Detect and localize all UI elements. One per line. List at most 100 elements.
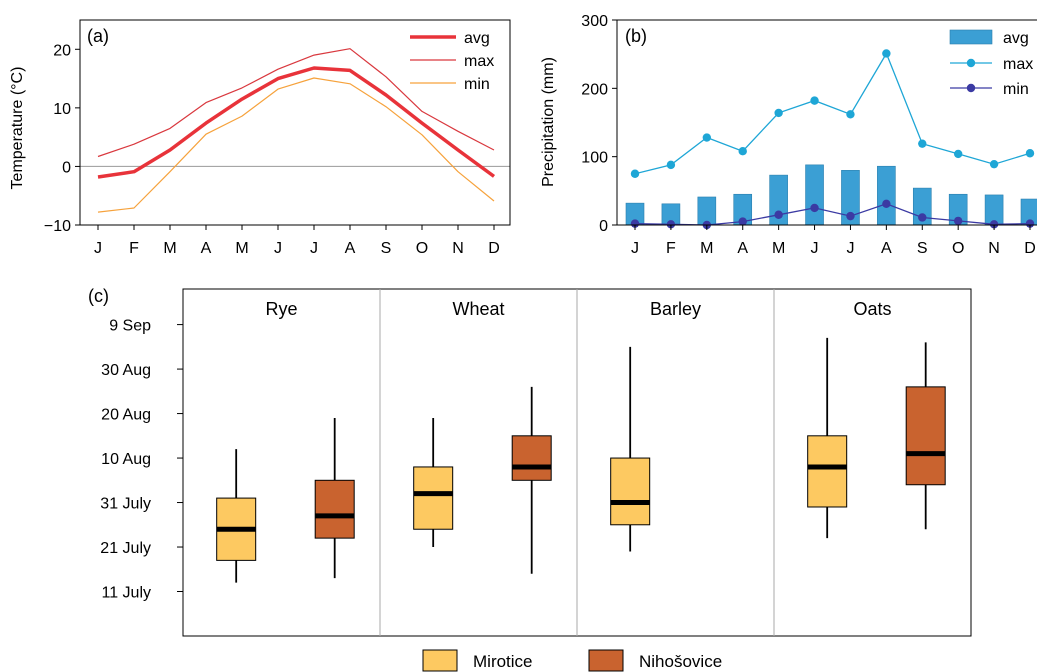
y-tick-label: 9 Sep [109, 318, 151, 335]
box-body [905, 386, 946, 486]
legend-label-min: min [1003, 81, 1029, 98]
panel-b-legend: avg max min [949, 29, 1033, 98]
point-max [882, 49, 891, 58]
x-tick-label: J [274, 240, 282, 257]
panel-a-temperature: (a) Temperature (°C) −10 0 10 20 J F M A M J J A S O N… [9, 19, 511, 257]
panel-c-boxes [216, 337, 946, 583]
point-max [630, 169, 640, 178]
panel-b-axes: 0 100 200 300 J F M A M J J A S O N D [581, 13, 1037, 257]
panel-c-legend: Mirotice Nihošovice [422, 649, 722, 672]
box-Mirotice [413, 418, 454, 548]
y-tick-label: 10 [53, 101, 71, 118]
x-tick-label: J [846, 240, 854, 257]
box-Mirotice [610, 346, 651, 552]
y-tick-label: 21 July [100, 540, 151, 557]
series-line-min [97, 77, 495, 213]
point-max [666, 160, 676, 170]
y-tick-label: 100 [581, 150, 608, 167]
point-max [774, 108, 783, 118]
legend-swatch-avg [949, 29, 993, 45]
panel-c-axes: 11 July 21 July 31 July 10 Aug 20 Aug 30 Aug 9… [100, 318, 183, 602]
series-line-min [634, 203, 1031, 226]
box-Nihošovice [511, 386, 552, 574]
x-tick-label: F [129, 240, 139, 257]
point-max [953, 149, 963, 159]
legend-label-Nihošovice: Nihošovice [639, 652, 722, 671]
y-tick-label: 31 July [100, 496, 151, 513]
x-tick-label: M [700, 240, 713, 257]
legend-label-avg: avg [1003, 30, 1029, 47]
box-body [314, 479, 355, 539]
x-tick-label: A [881, 240, 892, 257]
panel-b-label: (b) [625, 26, 647, 46]
x-tick-label: M [235, 240, 248, 257]
panel-b-y-axis-label: Precipitation (mm) [540, 57, 557, 187]
box-Mirotice [807, 337, 848, 539]
y-tick-label: 11 July [101, 585, 151, 602]
bar-avg [697, 196, 717, 226]
y-tick-label: 10 Aug [101, 451, 151, 468]
point-max [846, 110, 855, 119]
legend-label-avg: avg [464, 30, 490, 47]
x-tick-label: A [201, 240, 212, 257]
point-max [1025, 149, 1035, 158]
x-tick-label: S [917, 240, 928, 257]
panel-b-precipitation: (b) Precipitation (mm) 0 100 200 300 J F M A M J J… [540, 13, 1037, 257]
bar-avg [877, 165, 896, 226]
plot-frame [79, 19, 511, 226]
y-tick-label: 0 [62, 159, 71, 176]
x-tick-label: J [631, 240, 639, 257]
group-label: Rye [265, 299, 297, 319]
y-tick-label: 30 Aug [101, 362, 151, 379]
point-min [918, 213, 927, 222]
panel-b-series [630, 49, 1035, 230]
panel-a-axes: −10 0 10 20 J F M A M J J A S O N D [44, 19, 511, 257]
box-body [511, 435, 552, 481]
panel-c-label: (c) [88, 286, 109, 306]
x-tick-label: A [345, 240, 356, 257]
legend-label-max: max [1003, 56, 1033, 73]
legend-label-min: min [464, 76, 490, 93]
y-tick-label: −10 [44, 218, 71, 235]
x-tick-label: N [452, 240, 464, 257]
series-line-avg [97, 66, 496, 179]
point-min [953, 216, 963, 226]
series-line-max [97, 48, 495, 158]
box-Nihošovice [314, 418, 355, 579]
x-tick-label: M [772, 240, 785, 257]
x-tick-label: N [988, 240, 1000, 257]
box-Nihošovice [905, 342, 946, 530]
panel-a-legend: avg max min [410, 30, 494, 93]
point-max [702, 133, 712, 142]
point-min [846, 211, 855, 221]
point-min [666, 220, 676, 229]
group-label: Barley [650, 299, 701, 319]
point-max [810, 96, 819, 105]
box-body [610, 457, 651, 526]
x-tick-label: O [952, 240, 964, 257]
point-min [882, 199, 891, 209]
x-tick-label: M [163, 240, 176, 257]
panel-a-label: (a) [87, 26, 109, 46]
legend-swatch-Mirotice [422, 649, 458, 672]
panel-c-frame: Rye Wheat Barley Oats [182, 288, 972, 637]
y-tick-label: 20 [53, 42, 71, 59]
legend-swatch-Nihošovice [588, 649, 624, 672]
y-tick-label: 300 [581, 13, 608, 30]
box-Mirotice [216, 449, 257, 583]
panel-b-bars [625, 164, 1037, 226]
point-min [989, 220, 999, 229]
point-min [1025, 219, 1035, 228]
panel-a-series [97, 48, 496, 213]
legend-marker-min [966, 83, 976, 93]
y-tick-label: 0 [599, 218, 608, 235]
x-tick-label: J [811, 240, 819, 257]
point-min [738, 217, 747, 226]
panel-c-harvest-dates: (c) Rye Wheat Barley Oats 11 July 21 July 31 … [88, 286, 972, 672]
x-tick-label: J [94, 240, 102, 257]
point-max [918, 139, 927, 148]
panel-a-y-axis-label: Temperature (°C) [9, 67, 26, 190]
point-max [738, 147, 747, 156]
y-tick-label: 200 [581, 81, 608, 98]
